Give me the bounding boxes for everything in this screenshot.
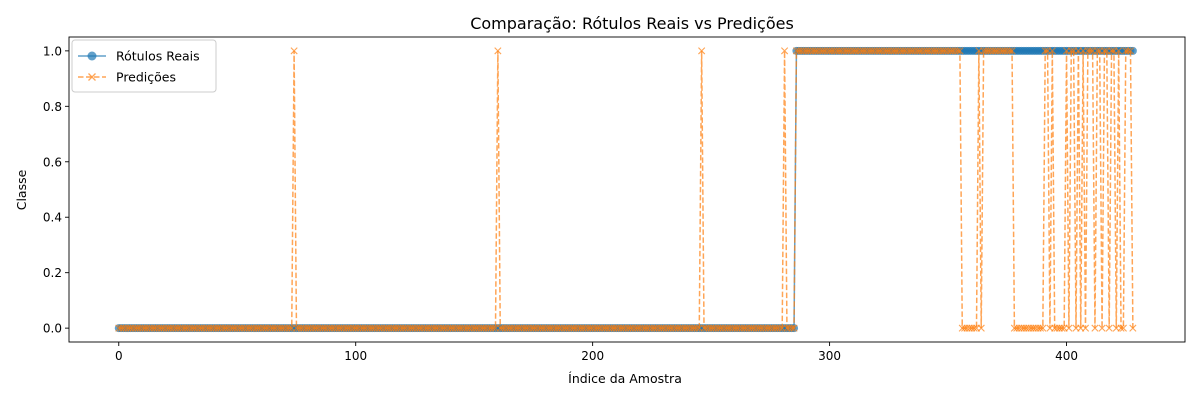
point-predicoes bbox=[1105, 324, 1113, 332]
x-axis-label: Índice da Amostra bbox=[568, 371, 682, 386]
legend-label-predicoes: Predições bbox=[116, 70, 176, 85]
point-predicoes bbox=[1008, 47, 1016, 55]
legend-label-rotulos-reais: Rótulos Reais bbox=[116, 49, 200, 64]
point-predicoes bbox=[1129, 324, 1137, 332]
point-predicoes bbox=[1041, 47, 1049, 55]
point-predicoes bbox=[1091, 324, 1099, 332]
x-tick-label: 400 bbox=[1055, 349, 1078, 363]
point-predicoes bbox=[1093, 47, 1101, 55]
legend-marker-rotulos-reais bbox=[87, 51, 97, 61]
point-predicoes bbox=[494, 47, 502, 55]
legend-item-predicoes: Predições bbox=[78, 70, 176, 85]
legend-item-rotulos-reais: Rótulos Reais bbox=[78, 49, 200, 64]
y-tick-label: 0.8 bbox=[43, 100, 62, 114]
y-tick-label: 0.4 bbox=[43, 211, 62, 225]
point-predicoes bbox=[977, 324, 985, 332]
y-tick-label: 0.6 bbox=[43, 155, 62, 169]
x-tick-label: 300 bbox=[818, 349, 841, 363]
point-predicoes bbox=[1006, 47, 1014, 55]
x-axis: 0 100 200 300 400 bbox=[115, 342, 1078, 363]
legend: Rótulos Reais Predições bbox=[71, 39, 217, 93]
point-predicoes bbox=[953, 47, 962, 55]
y-axis: 0.0 0.2 0.4 0.6 0.8 1.0 bbox=[43, 44, 69, 336]
point-predicoes bbox=[489, 324, 497, 332]
point-predicoes bbox=[1036, 324, 1045, 332]
legend-box bbox=[71, 39, 217, 93]
point-predicoes bbox=[290, 47, 298, 55]
chart-title: Comparação: Rótulos Reais vs Predições bbox=[470, 14, 794, 33]
point-predicoes bbox=[956, 47, 964, 55]
point-predicoes bbox=[1067, 47, 1075, 55]
point-predicoes bbox=[1086, 47, 1094, 55]
x-tick-label: 100 bbox=[344, 349, 367, 363]
y-axis-label: Classe bbox=[14, 169, 29, 210]
point-predicoes bbox=[1117, 324, 1125, 332]
point-predicoes bbox=[285, 324, 293, 332]
point-predicoes bbox=[1126, 47, 1135, 55]
point-predicoes bbox=[780, 47, 789, 55]
point-predicoes bbox=[1081, 324, 1090, 332]
point-predicoes bbox=[788, 324, 796, 332]
point-predicoes bbox=[970, 324, 978, 332]
point-predicoes bbox=[1119, 324, 1127, 332]
point-predicoes bbox=[693, 324, 701, 332]
x-tick-label: 0 bbox=[115, 349, 123, 363]
point-predicoes bbox=[1107, 47, 1116, 55]
point-predicoes bbox=[776, 324, 784, 332]
point-predicoes bbox=[1115, 47, 1123, 55]
point-predicoes bbox=[1065, 324, 1073, 332]
point-predicoes bbox=[698, 47, 706, 55]
y-tick-label: 0.0 bbox=[43, 322, 62, 336]
y-tick-label: 1.0 bbox=[43, 44, 62, 58]
point-predicoes bbox=[1124, 47, 1132, 55]
point-predicoes bbox=[1098, 324, 1106, 332]
x-tick-label: 200 bbox=[581, 349, 604, 363]
point-predicoes bbox=[790, 324, 798, 332]
point-predicoes bbox=[1039, 324, 1047, 332]
point-predicoes bbox=[1048, 47, 1056, 55]
point-predicoes bbox=[1100, 47, 1109, 55]
point-predicoes bbox=[1058, 324, 1066, 332]
plot-frame bbox=[68, 36, 1186, 343]
y-tick-label: 0.2 bbox=[43, 266, 62, 280]
legend-marker-predicoes bbox=[88, 73, 96, 81]
plot-area bbox=[68, 36, 1186, 343]
series-line-rotulos-reais bbox=[118, 50, 1133, 329]
series-line-predicoes bbox=[118, 50, 1134, 329]
series-predicoes bbox=[115, 47, 1137, 332]
